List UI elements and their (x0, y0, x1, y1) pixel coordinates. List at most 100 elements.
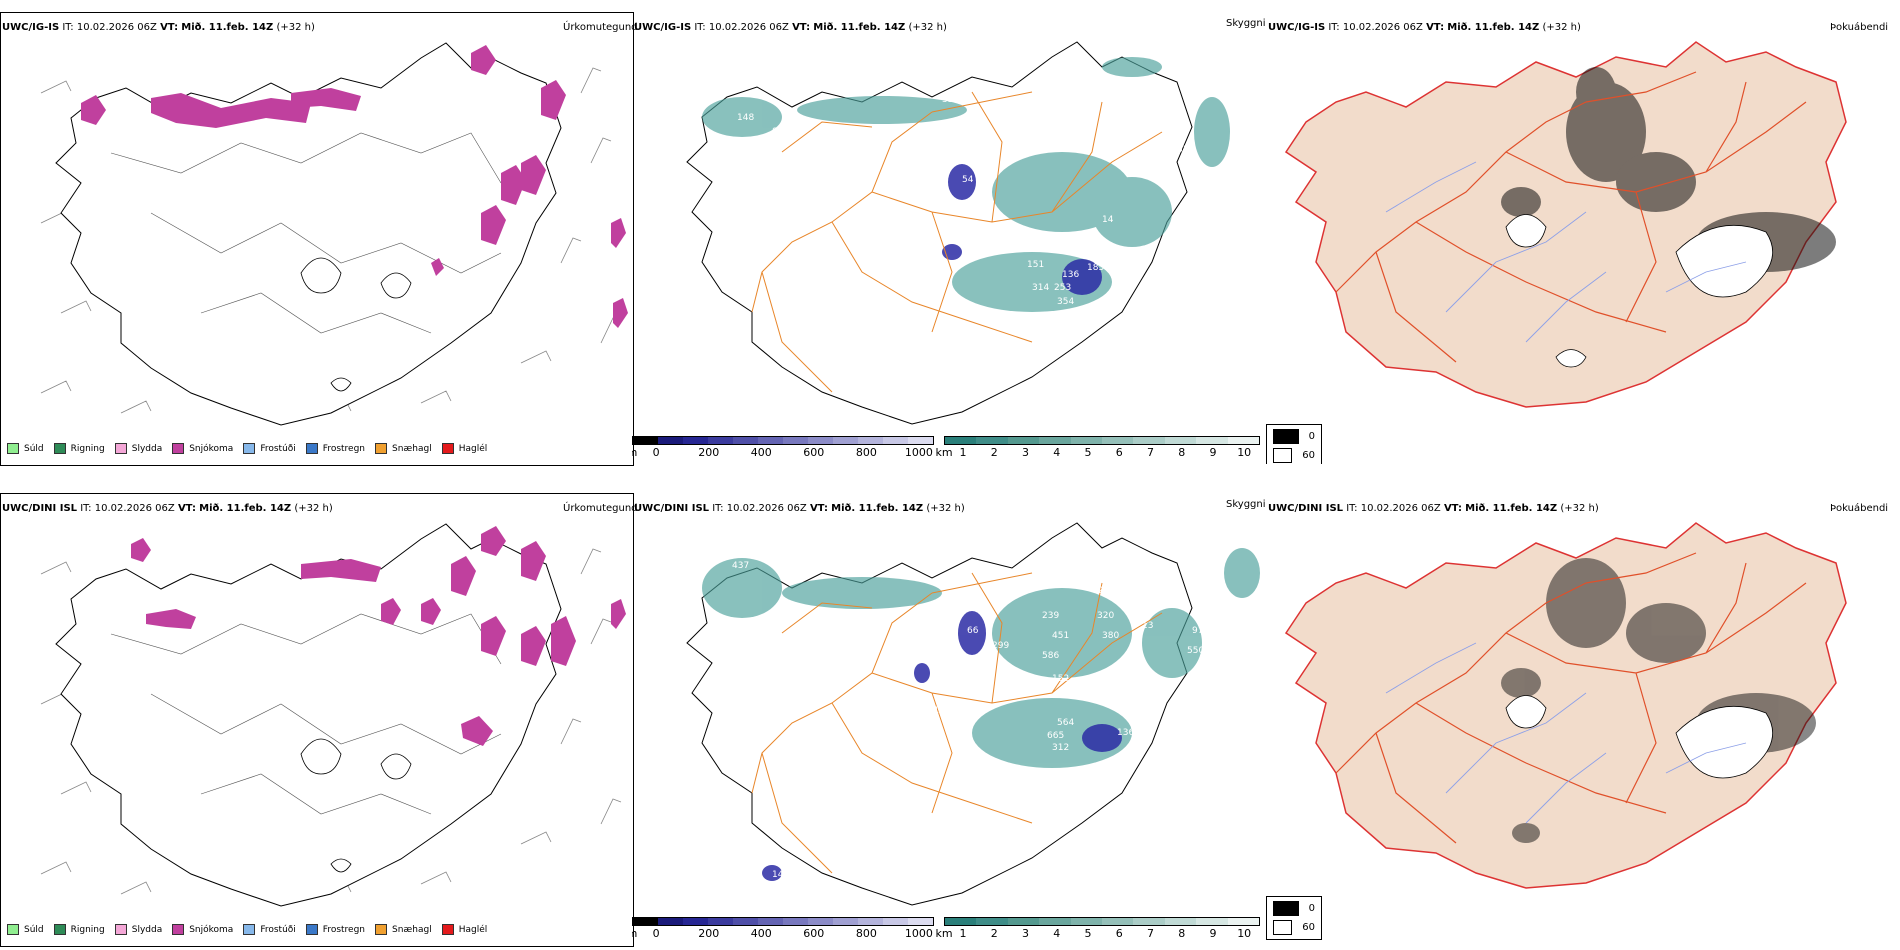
fog-legend-row: 0 (1273, 901, 1315, 916)
cloud-base-colorbar-km-bottom: km 1 2 3 4 5 6 7 8 9 10 (935, 917, 1260, 940)
svg-text:586: 586 (1042, 651, 1059, 661)
cloud-base-colorbar-m-bottom: m02004006008001000 (632, 917, 934, 940)
legend-swatch (7, 443, 19, 454)
legend-label: Slydda (131, 443, 163, 454)
fog-panel-bottom: 0 60 (1266, 493, 1900, 945)
colorbar-cell (976, 437, 1008, 444)
fog-legend-swatch (1273, 901, 1299, 916)
colorbar-cell (1227, 437, 1260, 444)
colorbar-cell (683, 437, 708, 444)
svg-text:355: 355 (942, 95, 959, 105)
header-precip-top: UWC/IG-IS IT: 10.02.2026 06Z VT: Mið. 11… (2, 22, 315, 33)
svg-text:54: 54 (962, 175, 974, 185)
svg-text:314: 314 (1032, 283, 1049, 293)
svg-text:66: 66 (967, 626, 979, 636)
svg-text:185: 185 (1087, 263, 1104, 273)
title-fog-bottom: Þokuábendi (1830, 503, 1889, 514)
svg-text:877: 877 (772, 127, 789, 137)
svg-text:239: 239 (1042, 611, 1059, 621)
legend-label: Súld (24, 924, 44, 935)
svg-text:136: 136 (1117, 728, 1134, 738)
legend-item: Snæhagl (375, 443, 432, 454)
colorbar-tick: 4 (1053, 446, 1061, 459)
cbar-km-cells (944, 917, 1260, 926)
svg-text:626: 626 (1092, 586, 1109, 596)
cloud-base-labels-top: 148 877 355 868 49 54 33 31 14 111 151 1… (737, 90, 1188, 307)
legend-label: Frostúði (260, 924, 296, 935)
svg-text:13: 13 (1142, 621, 1153, 631)
legend-swatch (114, 443, 127, 454)
colorbar-cell (808, 437, 833, 444)
colorbar-cell (858, 918, 883, 925)
colorbar-cell (1164, 918, 1197, 925)
colorbar-cell (708, 918, 733, 925)
fog-legend-swatch (1273, 920, 1293, 935)
legend-swatch (53, 443, 66, 454)
colorbar-cell (783, 918, 808, 925)
fog-map (1284, 41, 1847, 408)
cbar-km-cells (944, 436, 1260, 445)
legend-item: Snjókoma (172, 924, 233, 935)
colorbar-cell (1102, 437, 1134, 444)
fog-legend-row: 60 (1273, 920, 1315, 935)
colorbar-tick: 6 (1115, 446, 1123, 459)
svg-text:47: 47 (1012, 245, 1023, 255)
svg-text:451: 451 (1052, 631, 1069, 641)
colorbar-cell (945, 918, 977, 925)
svg-text:354: 354 (1057, 297, 1074, 307)
legend-item: Frostregn (305, 924, 365, 935)
legend-swatch (305, 924, 318, 935)
fog-legend-swatch (1273, 429, 1299, 444)
precip-type-panel-bottom: Súld Rigning Slydda Snjókoma Frostúði Frostre… (0, 493, 634, 947)
colorbar-tick: 200 (698, 446, 720, 459)
svg-text:14: 14 (1102, 215, 1114, 225)
legend-item: Snæhagl (375, 924, 432, 935)
colorbar-cell (883, 437, 908, 444)
colorbar-tick: 0 (652, 927, 660, 940)
snow-areas (131, 526, 626, 746)
title-fog-top: Þokuábendi (1830, 22, 1889, 33)
fog-legend-row: 60 (1273, 448, 1315, 463)
svg-text:17: 17 (962, 686, 973, 696)
cloud-base-colorbar-km-top: km 1 2 3 4 5 6 7 8 9 10 (935, 436, 1260, 459)
precip-legend-top: Súld Rigning Slydda Snjókoma Frostúði Frostre… (7, 443, 487, 454)
legend-swatch (172, 924, 185, 935)
header-fog-bottom: UWC/DINI ISL IT: 10.02.2026 06Z VT: Mið.… (1268, 503, 1599, 514)
fog-panel-top: 0 60 (1266, 12, 1900, 464)
legend-swatch (243, 443, 256, 454)
colorbar-cell (1196, 918, 1228, 925)
colorbar-cell (733, 918, 758, 925)
colorbar-tick: 400 (750, 927, 772, 940)
precip-type-panel-top: Súld Rigning Slydda Snjókoma Frostúði Frostre… (0, 12, 634, 466)
legend-swatch (305, 443, 318, 454)
snow-areas (81, 45, 628, 328)
legend-item: Haglél (441, 443, 487, 454)
precip-legend-bottom: Súld Rigning Slydda Snjókoma Frostúði Frostre… (7, 924, 487, 935)
svg-text:380: 380 (1102, 631, 1119, 641)
svg-text:320: 320 (1097, 611, 1114, 621)
colorbar-tick: 10 (1237, 446, 1252, 459)
svg-text:14: 14 (772, 870, 784, 880)
colorbar-tick: 4 (1053, 927, 1061, 940)
colorbar-cell (683, 918, 708, 925)
colorbar-cell (1007, 918, 1040, 925)
header-fog-top: UWC/IG-IS IT: 10.02.2026 06Z VT: Mið. 11… (1268, 22, 1581, 33)
cloud-base-panel-bottom: 437 124 89 626 239 451 66 299 320 586 38… (632, 493, 1266, 945)
colorbar-tick: 600 (803, 446, 825, 459)
legend-label: Slydda (131, 924, 163, 935)
svg-text:111: 111 (967, 235, 984, 245)
svg-text:975: 975 (1192, 626, 1209, 636)
title-precip-bottom: Úrkomutegund (563, 503, 638, 514)
legend-swatch (172, 443, 185, 454)
colorbar-tick: 7 (1146, 927, 1154, 940)
title-cloud-top: Skyggni (1226, 18, 1266, 29)
colorbar-cell (1133, 918, 1165, 925)
fog-legend-bottom: 0 60 (1266, 896, 1322, 940)
colorbar-tick: 8 (1178, 927, 1186, 940)
legend-item: Súld (7, 924, 44, 935)
svg-text:437: 437 (732, 561, 749, 571)
colorbar-cell (758, 918, 783, 925)
fog-legend-value: 0 (1308, 431, 1315, 442)
colorbar-cell (1164, 437, 1197, 444)
legend-item: Slydda (114, 443, 163, 454)
